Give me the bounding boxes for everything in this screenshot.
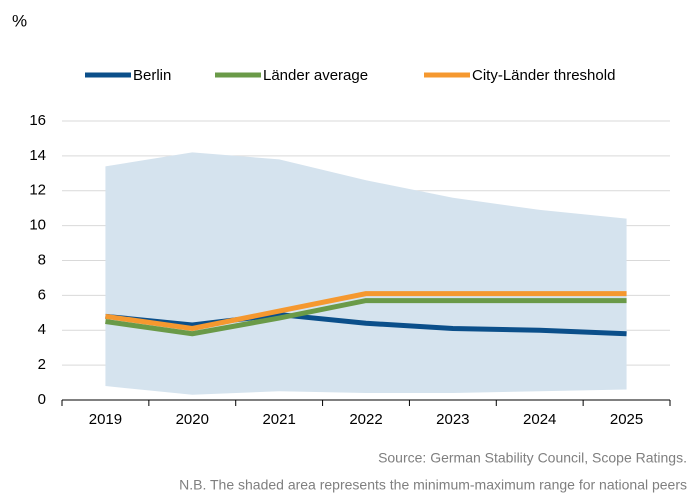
x-tick-label: 2023 — [436, 411, 469, 428]
y-tick-label: 4 — [38, 321, 46, 338]
x-tick-label: 2019 — [89, 411, 122, 428]
note: N.B. The shaded area represents the mini… — [179, 477, 687, 493]
y-axis-label: % — [12, 11, 27, 30]
y-tick-label: 10 — [29, 217, 46, 234]
source: Source: German Stability Council, Scope … — [378, 450, 687, 466]
x-tick-label: 2024 — [523, 411, 556, 428]
x-tick-label: 2021 — [262, 411, 295, 428]
y-tick-label: 8 — [38, 251, 46, 268]
series-line — [105, 291, 627, 332]
legend-label: Berlin — [133, 67, 171, 84]
y-tick-label: 2 — [38, 356, 46, 373]
y-tick-label: 16 — [29, 112, 46, 129]
y-tick-label: 0 — [38, 391, 46, 408]
x-tick-label: 2020 — [176, 411, 209, 428]
x-tick-label: 2025 — [610, 411, 643, 428]
y-tick-label: 12 — [29, 182, 46, 199]
range-area — [105, 152, 627, 395]
series-line — [105, 312, 627, 337]
y-tick-label: 6 — [38, 286, 46, 303]
legend-label: Länder average — [263, 67, 368, 84]
y-tick-label: 14 — [29, 147, 46, 164]
series-line — [105, 298, 627, 337]
legend-label: City-Länder threshold — [472, 67, 615, 84]
x-tick-label: 2022 — [349, 411, 382, 428]
